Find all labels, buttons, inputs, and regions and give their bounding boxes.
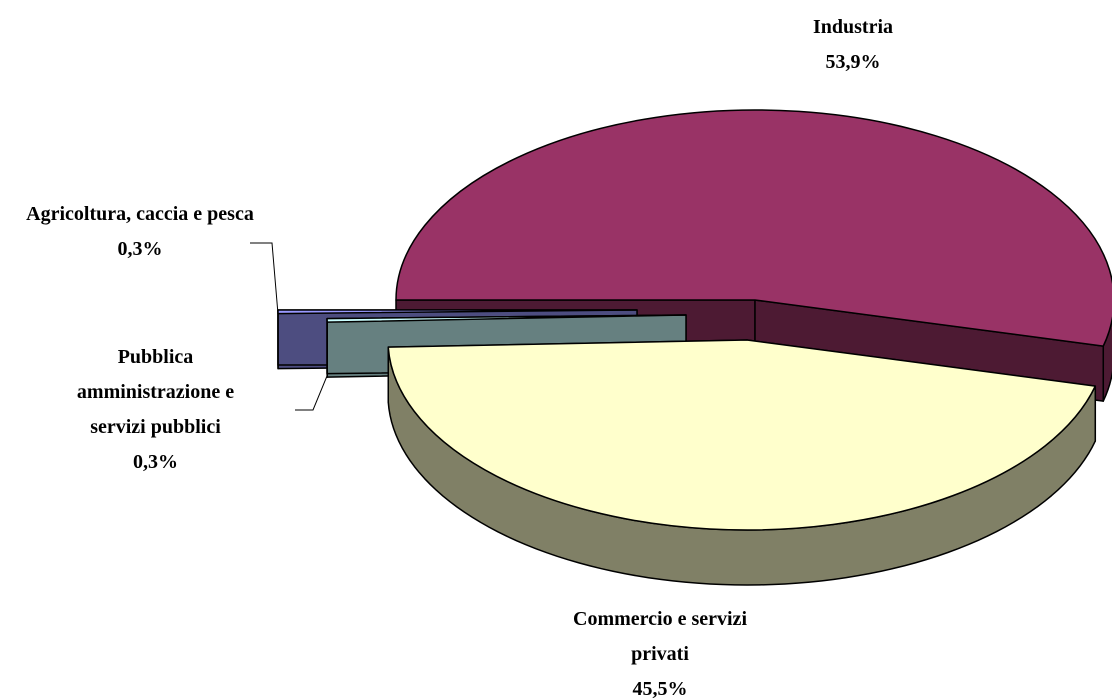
- slice-label: Agricoltura, caccia e pesca 0,3%: [20, 197, 260, 267]
- value-label: 45,5%: [632, 678, 688, 700]
- value-label: 53,9%: [825, 51, 881, 73]
- slice-label: Industria 53,9%: [753, 10, 953, 80]
- slice: [326, 314, 687, 323]
- value-label: 0,3%: [133, 451, 178, 473]
- slice: [395, 109, 1112, 347]
- category-label: Pubblica amministrazione e servizi pubbl…: [76, 346, 235, 438]
- value-label: 0,3%: [117, 238, 163, 260]
- slice-label: Commercio e servizi privati 45,5%: [545, 602, 775, 700]
- category-label: Agricoltura, caccia e pesca: [26, 203, 254, 225]
- category-label: Commercio e servizi privati: [573, 608, 747, 665]
- leader-line: [250, 242, 279, 315]
- leader-line: [295, 375, 328, 411]
- slice-label: Pubblica amministrazione e servizi pubbl…: [48, 340, 263, 480]
- slice-side: [1102, 315, 1112, 402]
- slice: [387, 339, 1097, 531]
- category-label: Industria: [812, 16, 894, 38]
- slices: [277, 109, 1112, 586]
